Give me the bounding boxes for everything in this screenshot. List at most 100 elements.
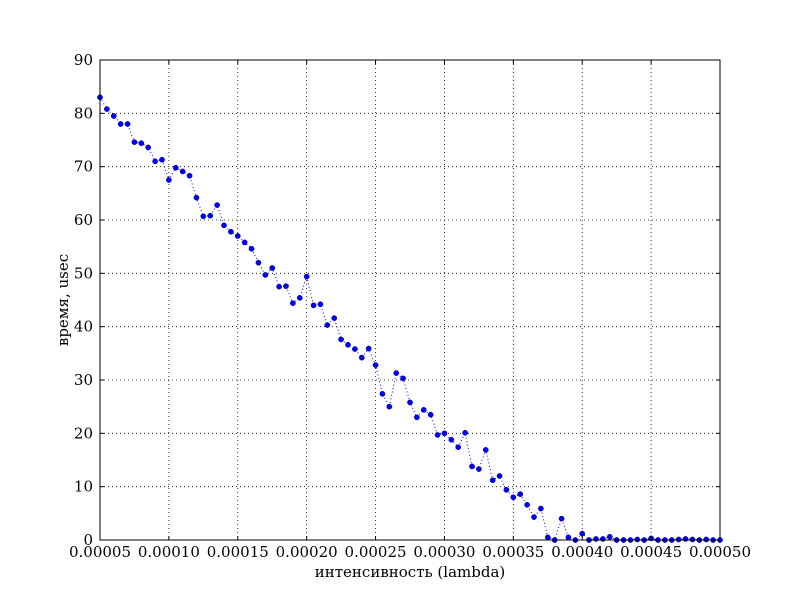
data-point — [434, 432, 441, 438]
y-tick-label: 90 — [74, 51, 93, 69]
data-point — [317, 301, 324, 308]
data-point — [386, 403, 393, 410]
x-tick-label: 0.00010 — [138, 543, 200, 561]
data-point — [269, 265, 276, 271]
data-point — [131, 139, 138, 145]
y-tick-labels: 0 10 20 30 40 50 60 70 80 90 — [74, 51, 93, 549]
y-tick-label: 60 — [74, 211, 93, 229]
x-axis-label: интенсивность (lambda) — [315, 563, 506, 581]
data-point — [186, 172, 193, 179]
data-point — [455, 444, 462, 451]
data-point — [420, 407, 427, 413]
y-tick-label: 80 — [74, 104, 93, 122]
data-point — [172, 164, 179, 171]
data-point — [558, 515, 565, 522]
data-point — [675, 536, 682, 543]
data-point — [682, 536, 689, 542]
data-point — [579, 530, 586, 537]
data-point — [489, 477, 496, 484]
data-point — [303, 273, 310, 280]
data-point — [407, 399, 413, 406]
data-point — [469, 463, 475, 470]
data-point — [352, 346, 358, 352]
x-tick-label: 0.00045 — [620, 543, 682, 561]
x-tick-labels: 0.00005 0.00010 0.00015 0.00020 0.00025 0.000… — [69, 543, 751, 561]
y-tick-label: 10 — [74, 478, 93, 496]
x-tick-label: 0.00050 — [689, 543, 751, 561]
series-1 — [97, 94, 723, 543]
data-point — [200, 213, 207, 220]
data-point — [517, 491, 524, 497]
data-point — [482, 447, 489, 453]
data-point — [104, 106, 110, 112]
y-tick-label: 70 — [74, 158, 93, 176]
data-point — [234, 233, 241, 239]
x-tick-label: 0.00005 — [69, 543, 131, 561]
data-point — [365, 345, 372, 352]
data-point — [510, 494, 517, 501]
series-line — [99, 97, 720, 541]
data-point — [414, 414, 420, 421]
x-tick-label: 0.00040 — [551, 543, 613, 561]
data-point — [345, 341, 351, 348]
axis-ticks — [99, 59, 721, 541]
data-point — [138, 140, 145, 147]
data-point — [310, 302, 317, 309]
data-point — [606, 533, 613, 540]
data-point — [393, 370, 400, 376]
data-point — [703, 536, 710, 543]
data-point — [338, 336, 344, 343]
grid — [100, 60, 720, 540]
y-tick-label: 20 — [74, 424, 93, 442]
y-axis-label: время, usec — [54, 254, 72, 346]
data-point — [427, 411, 434, 418]
data-point — [248, 245, 255, 252]
data-point — [372, 362, 379, 368]
data-point — [462, 429, 468, 436]
data-point — [166, 177, 172, 183]
data-point — [400, 375, 406, 382]
data-point — [221, 222, 227, 229]
data-point — [262, 272, 269, 278]
data-point — [193, 194, 200, 201]
data-point — [544, 534, 551, 541]
x-tick-label: 0.00035 — [482, 543, 544, 561]
data-point — [689, 536, 696, 543]
y-tick-label: 40 — [74, 318, 93, 336]
data-point — [565, 534, 572, 541]
data-point — [152, 158, 158, 165]
data-point — [503, 487, 510, 493]
data-point — [538, 505, 544, 512]
data-point — [228, 228, 234, 235]
x-tick-label: 0.00020 — [276, 543, 338, 561]
data-point — [159, 156, 165, 163]
data-point — [207, 212, 214, 219]
data-point — [379, 391, 386, 397]
data-point — [290, 300, 296, 307]
y-tick-label: 30 — [74, 371, 93, 389]
data-point — [448, 436, 455, 443]
y-tick-label: 0 — [83, 531, 93, 549]
data-point — [441, 430, 448, 437]
data-point — [283, 283, 289, 289]
data-point — [634, 536, 641, 543]
plot-frame — [99, 59, 721, 541]
data-point — [145, 144, 152, 151]
data-point — [593, 536, 599, 542]
data-point — [600, 536, 606, 542]
data-point — [255, 259, 262, 266]
data-point — [214, 202, 220, 208]
data-point — [476, 466, 482, 472]
data-point — [276, 283, 282, 290]
data-point — [110, 113, 117, 119]
x-tick-label: 0.00025 — [345, 543, 407, 561]
data-point — [324, 322, 331, 328]
x-tick-label: 0.00030 — [413, 543, 475, 561]
data-point — [496, 473, 503, 479]
data-point — [331, 315, 338, 321]
data-point — [241, 239, 248, 246]
data-point — [179, 168, 186, 175]
y-tick-label: 50 — [74, 264, 93, 282]
x-tick-label: 0.00015 — [207, 543, 269, 561]
